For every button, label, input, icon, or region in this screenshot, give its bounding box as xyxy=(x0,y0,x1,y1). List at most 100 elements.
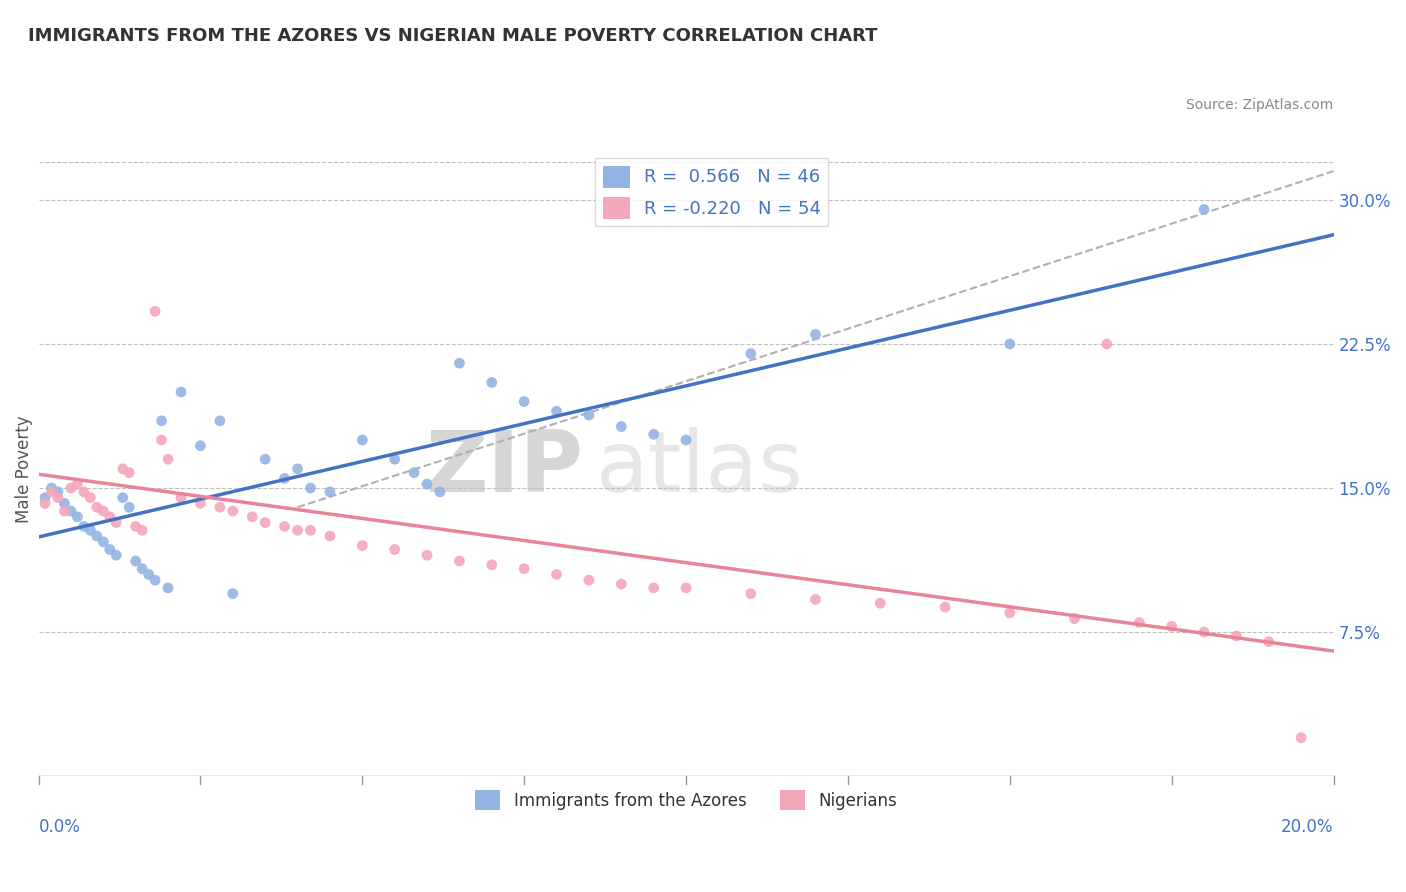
Point xyxy=(273,519,295,533)
Point xyxy=(124,519,146,533)
Point xyxy=(513,562,536,576)
Point xyxy=(998,606,1021,620)
Point xyxy=(1289,731,1312,745)
Point xyxy=(131,562,153,576)
Point xyxy=(1257,634,1279,648)
Point xyxy=(240,509,263,524)
Point xyxy=(287,462,309,476)
Point xyxy=(1063,612,1085,626)
Point xyxy=(416,548,439,562)
Point xyxy=(150,414,173,428)
Point xyxy=(118,466,141,480)
Point xyxy=(91,504,114,518)
Point xyxy=(170,491,193,505)
Point xyxy=(481,376,503,390)
Point xyxy=(66,509,89,524)
Point xyxy=(319,484,342,499)
Point xyxy=(73,484,96,499)
Point xyxy=(254,452,277,467)
Point xyxy=(91,534,114,549)
Point xyxy=(384,452,406,467)
Point xyxy=(143,304,166,318)
Point xyxy=(46,491,69,505)
Point xyxy=(1192,202,1215,217)
Point xyxy=(105,548,128,562)
Point xyxy=(1225,629,1247,643)
Point xyxy=(273,471,295,485)
Point xyxy=(804,327,827,342)
Point xyxy=(352,539,374,553)
Point xyxy=(59,504,82,518)
Point xyxy=(610,419,633,434)
Point xyxy=(610,577,633,591)
Point xyxy=(675,581,697,595)
Point xyxy=(449,356,471,370)
Point xyxy=(86,529,108,543)
Text: ZIP: ZIP xyxy=(425,427,582,510)
Point xyxy=(998,337,1021,351)
Point xyxy=(643,581,665,595)
Point xyxy=(222,587,245,601)
Point xyxy=(869,596,891,610)
Point xyxy=(1192,625,1215,640)
Point xyxy=(79,491,101,505)
Point xyxy=(34,491,56,505)
Point xyxy=(124,554,146,568)
Point xyxy=(98,509,121,524)
Point xyxy=(740,587,762,601)
Point xyxy=(190,496,212,510)
Point xyxy=(416,477,439,491)
Text: 0.0%: 0.0% xyxy=(38,818,80,837)
Point xyxy=(384,542,406,557)
Point xyxy=(449,554,471,568)
Point xyxy=(190,439,212,453)
Point xyxy=(41,481,63,495)
Point xyxy=(79,523,101,537)
Point xyxy=(546,567,568,582)
Point xyxy=(1128,615,1150,630)
Point xyxy=(150,433,173,447)
Point xyxy=(131,523,153,537)
Point xyxy=(53,504,76,518)
Point xyxy=(138,97,160,112)
Point xyxy=(111,462,134,476)
Point xyxy=(643,427,665,442)
Point xyxy=(73,519,96,533)
Text: Source: ZipAtlas.com: Source: ZipAtlas.com xyxy=(1187,98,1333,112)
Point xyxy=(46,484,69,499)
Text: 20.0%: 20.0% xyxy=(1281,818,1333,837)
Point xyxy=(53,496,76,510)
Point xyxy=(675,433,697,447)
Point xyxy=(804,592,827,607)
Point xyxy=(59,481,82,495)
Point xyxy=(170,384,193,399)
Point xyxy=(740,346,762,360)
Point xyxy=(118,500,141,515)
Point xyxy=(105,516,128,530)
Point xyxy=(157,581,180,595)
Point xyxy=(1095,337,1118,351)
Point xyxy=(157,452,180,467)
Point xyxy=(208,414,231,428)
Point xyxy=(287,523,309,537)
Point xyxy=(513,394,536,409)
Point xyxy=(143,573,166,587)
Point xyxy=(578,408,600,422)
Point xyxy=(98,542,121,557)
Point xyxy=(41,484,63,499)
Point xyxy=(299,523,322,537)
Point xyxy=(404,466,426,480)
Point xyxy=(66,477,89,491)
Point xyxy=(34,496,56,510)
Point xyxy=(1160,619,1182,633)
Point xyxy=(319,529,342,543)
Y-axis label: Male Poverty: Male Poverty xyxy=(15,415,32,523)
Point xyxy=(208,500,231,515)
Point xyxy=(934,600,956,615)
Point xyxy=(352,433,374,447)
Point xyxy=(481,558,503,572)
Point xyxy=(138,567,160,582)
Point xyxy=(429,484,451,499)
Point xyxy=(222,504,245,518)
Text: IMMIGRANTS FROM THE AZORES VS NIGERIAN MALE POVERTY CORRELATION CHART: IMMIGRANTS FROM THE AZORES VS NIGERIAN M… xyxy=(28,27,877,45)
